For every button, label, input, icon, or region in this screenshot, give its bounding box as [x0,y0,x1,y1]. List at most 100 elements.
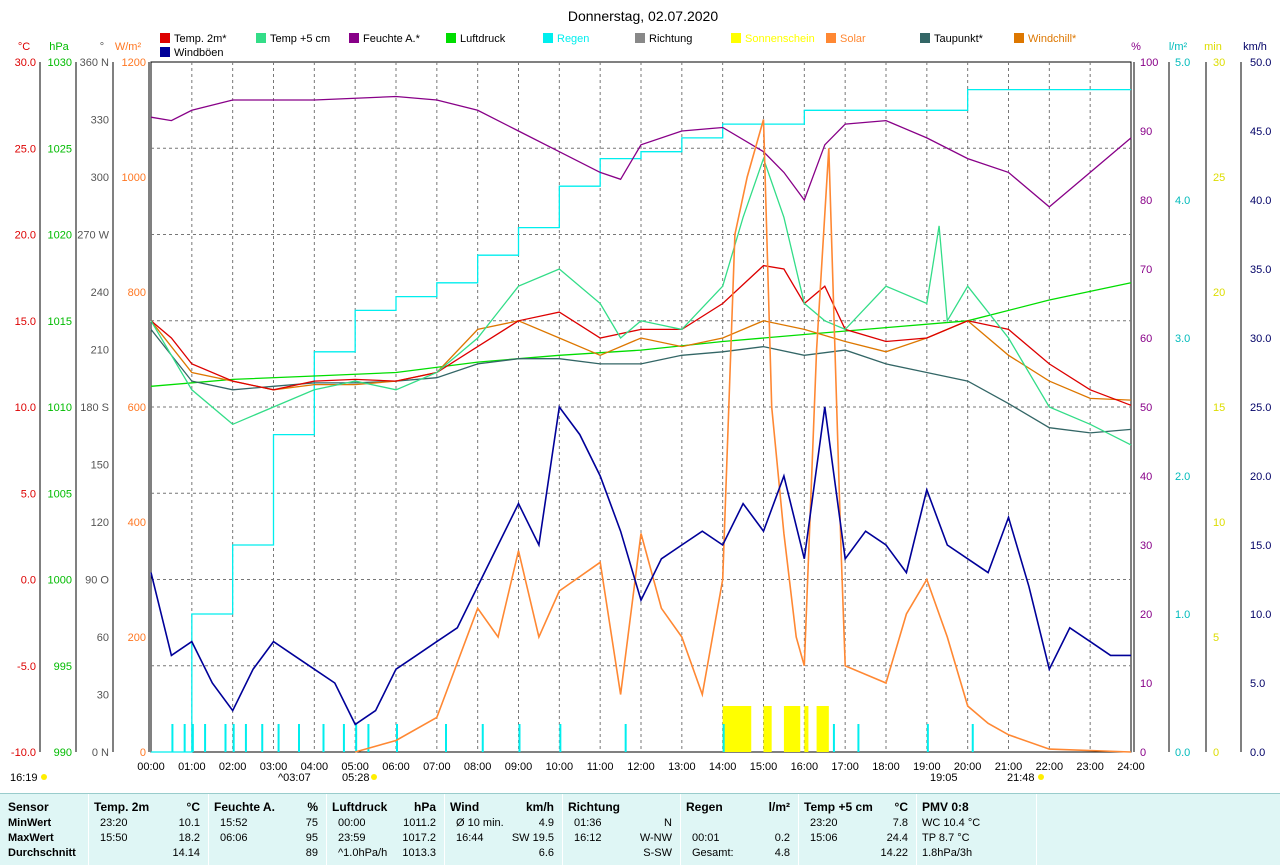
stats-rain-time: 00:01 [692,832,720,844]
stats-humidity-value: 95 [305,832,318,844]
axis-tick-direction: 270 W [77,230,109,242]
legend-label: Windchill* [1028,33,1077,45]
legend-swatch [543,33,553,43]
legend-label: Feuchte A.* [363,33,421,45]
axis-tick-wind: 15.0 [1250,540,1271,552]
axis-unit-pressure: hPa [49,41,69,53]
x-tick-label: 16:00 [791,761,819,773]
x-tick-label: 04:00 [301,761,329,773]
grid [151,62,1131,752]
stats-wind-time: 16:44 [456,832,484,844]
moonrise-label: 21:48 [1007,772,1035,784]
axis-tick-rain: 4.0 [1175,195,1190,207]
series-windb-en [150,404,1131,726]
stats-temp2m: Temp. 2m °C 23:20 10.1 15:50 18.2 14.14 [88,794,209,865]
axis-tick-direction: 0 N [92,747,109,759]
axis-tick-rain: 0.0 [1175,747,1190,759]
axis-tick-temp: 25.0 [15,143,36,155]
stats-pmv-value: WC 10.4 °C [922,817,981,829]
stats-rain-time [692,817,798,833]
axis-tick-sun: 5 [1213,632,1219,644]
axis-tick-pressure: 1005 [48,488,72,500]
legend-label: Sonnenschein [745,33,815,45]
stats-temp2m-header: Temp. 2m [94,800,150,814]
axis-tick-wind: 30.0 [1250,333,1271,345]
rain-tick [445,724,447,752]
stats-humidity-value: 75 [305,817,318,829]
sunshine-bar [804,706,809,752]
x-tick-label: 24:00 [1117,761,1145,773]
axis-tick-humidity: 50 [1140,402,1152,414]
moon-extra-label: ^03:07 [278,772,311,784]
stats-pressure-time: 23:59 [338,832,366,844]
axis-tick-temp: 30.0 [15,57,36,69]
rain-tick [191,724,194,752]
stats-wind-value: SW 19.5 [511,832,554,844]
rain-tick [342,724,345,752]
astro-markers: 16:19 ^03:07 05:28 19:05 21:48 [10,772,1044,784]
legend-swatch [635,33,645,43]
axis-tick-wind: 50.0 [1250,57,1271,69]
moonset-icon [41,774,47,780]
axis-tick-humidity: 60 [1140,333,1152,345]
axis-tick-solar: 1000 [122,172,146,184]
x-tick-label: 02:00 [219,761,247,773]
legend-label: Solar [840,33,866,45]
series-temp-5-cm [150,156,1132,446]
axis-tick-temp: 20.0 [15,230,36,242]
stats-rain: Regen l/m² 00:01 0.2 Gesamt: 4.8 [680,794,799,865]
axis-tick-pressure: 1010 [48,402,72,414]
axis-tick-solar: 1200 [122,57,146,69]
x-tick-label: 23:00 [1076,761,1104,773]
axis-tick-sun: 25 [1213,172,1225,184]
legend-label: Temp. 2m* [174,33,227,45]
legend: Temp. 2m* Temp +5 cm Feuchte A.* Luftdruck R… [160,33,1077,59]
rain-tick [971,724,974,752]
stats-direction-time: 16:12 [574,832,602,844]
axis-unit-sun: min [1204,41,1222,53]
stats-temp2m-value: 14.14 [172,847,200,859]
rain-tick [355,724,358,752]
axes: °C hPa ° W/m²% l/m² min km/h 30.0 25.0 20.0 15.0 10… [11,41,1272,759]
axis-tick-direction: 300 [91,172,109,184]
stats-sensor-header: Sensor [8,800,49,814]
axis-tick-direction: 60 [97,632,109,644]
series-layer [150,88,1132,753]
stats-direction-value: W-NW [639,832,672,844]
axis-tick-wind: 40.0 [1250,195,1271,207]
rain-tick [481,724,484,752]
legend-swatch [349,33,359,43]
axis-tick-rain: 2.0 [1175,471,1190,483]
x-tick-label: 05:00 [341,761,369,773]
axis-tick-sun: 15 [1213,402,1225,414]
axis-unit-wind: km/h [1243,41,1267,53]
sunset-label: 19:05 [930,772,958,784]
axis-tick-direction: 240 [91,287,109,299]
axis-tick-pressure: 995 [54,661,72,673]
axis-tick-solar: 0 [140,747,146,759]
axis-tick-humidity: 10 [1140,678,1152,690]
axis-tick-direction: 30 [97,690,109,702]
x-tick-label: 12:00 [627,761,655,773]
stats-pressure: Luftdruck hPa 00:00 1011.2 23:59 1017.2 ^1.0hP… [326,794,445,865]
legend-swatch [446,33,456,43]
axis-tick-temp: -5.0 [17,661,36,673]
axis-tick-humidity: 80 [1140,195,1152,207]
stats-humidity-header: Feuchte A. [214,800,275,814]
axis-tick-wind: 45.0 [1250,126,1271,138]
axis-tick-pressure: 1030 [48,57,72,69]
axis-tick-wind: 35.0 [1250,264,1271,276]
x-tick-label: 18:00 [872,761,900,773]
axis-unit-solar: W/m² [115,41,142,53]
rain-tick [277,724,280,752]
stats-humidity-time: 06:06 [220,832,248,844]
sunrise-icon [371,774,377,780]
series-temp-2m- [150,264,1132,406]
axis-tick-humidity: 100 [1140,57,1158,69]
stats-direction-value: N [664,817,672,829]
x-tick-label: 10:00 [546,761,574,773]
sunshine-bar [816,706,829,752]
stats-humidity: Feuchte A.% 15:52 75 06:06 95 89 [208,794,327,865]
rain-tick [367,724,370,752]
axis-tick-wind: 0.0 [1250,747,1265,759]
